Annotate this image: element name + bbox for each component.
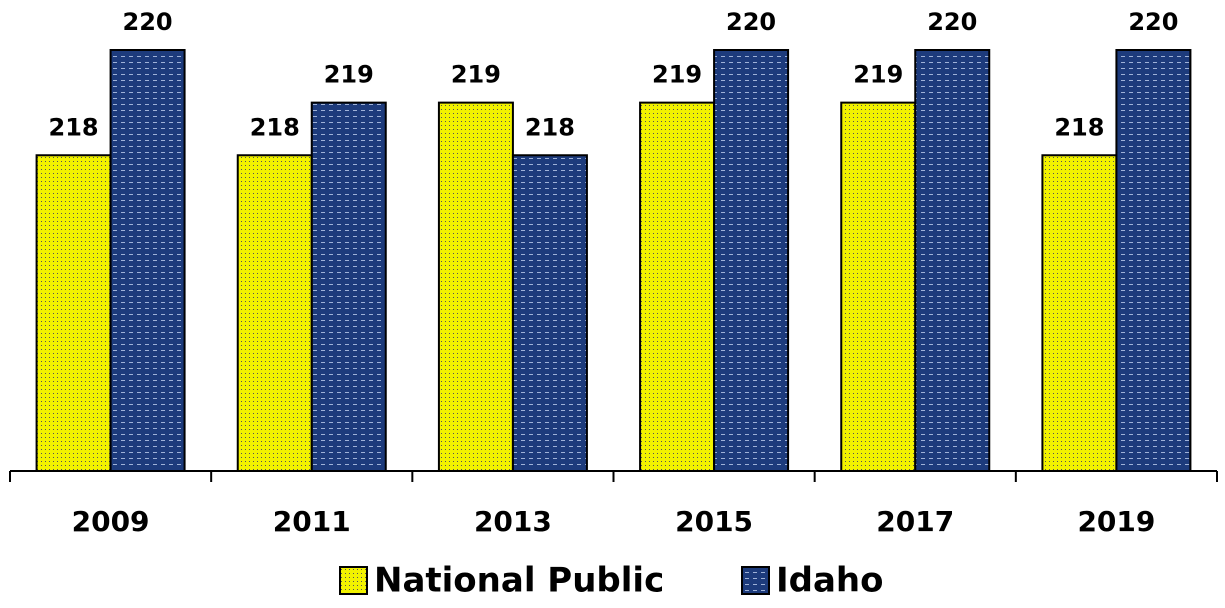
data-label: 219 xyxy=(652,61,702,89)
legend-swatch xyxy=(741,566,770,595)
data-label: 219 xyxy=(451,61,501,89)
legend-label: Idaho xyxy=(776,561,884,601)
legend-label: National Public xyxy=(374,561,664,601)
bar xyxy=(35,154,112,472)
x-tick-label: 2011 xyxy=(273,505,351,538)
bar xyxy=(1115,49,1192,472)
bar xyxy=(109,49,186,472)
x-tick-label: 2017 xyxy=(876,505,954,538)
data-label: 218 xyxy=(525,113,575,141)
data-label: 220 xyxy=(123,8,173,36)
data-label: 218 xyxy=(1054,113,1104,141)
bar xyxy=(713,49,790,472)
bar xyxy=(437,101,514,472)
x-tick-label: 2019 xyxy=(1077,505,1155,538)
data-label: 220 xyxy=(1128,8,1178,36)
bar xyxy=(310,101,387,472)
x-tick-label: 2009 xyxy=(72,505,150,538)
bar xyxy=(639,101,716,472)
x-tick-label: 2015 xyxy=(675,505,753,538)
bar xyxy=(236,154,313,472)
data-label: 220 xyxy=(927,8,977,36)
bar xyxy=(914,49,991,472)
data-label: 218 xyxy=(49,113,99,141)
x-tick-label: 2013 xyxy=(474,505,552,538)
legend-swatch xyxy=(339,566,368,595)
data-label: 218 xyxy=(250,113,300,141)
data-label: 219 xyxy=(324,61,374,89)
bar xyxy=(840,101,917,472)
bar xyxy=(511,154,588,472)
bar xyxy=(1041,154,1118,472)
data-label: 219 xyxy=(853,61,903,89)
data-label: 220 xyxy=(726,8,776,36)
